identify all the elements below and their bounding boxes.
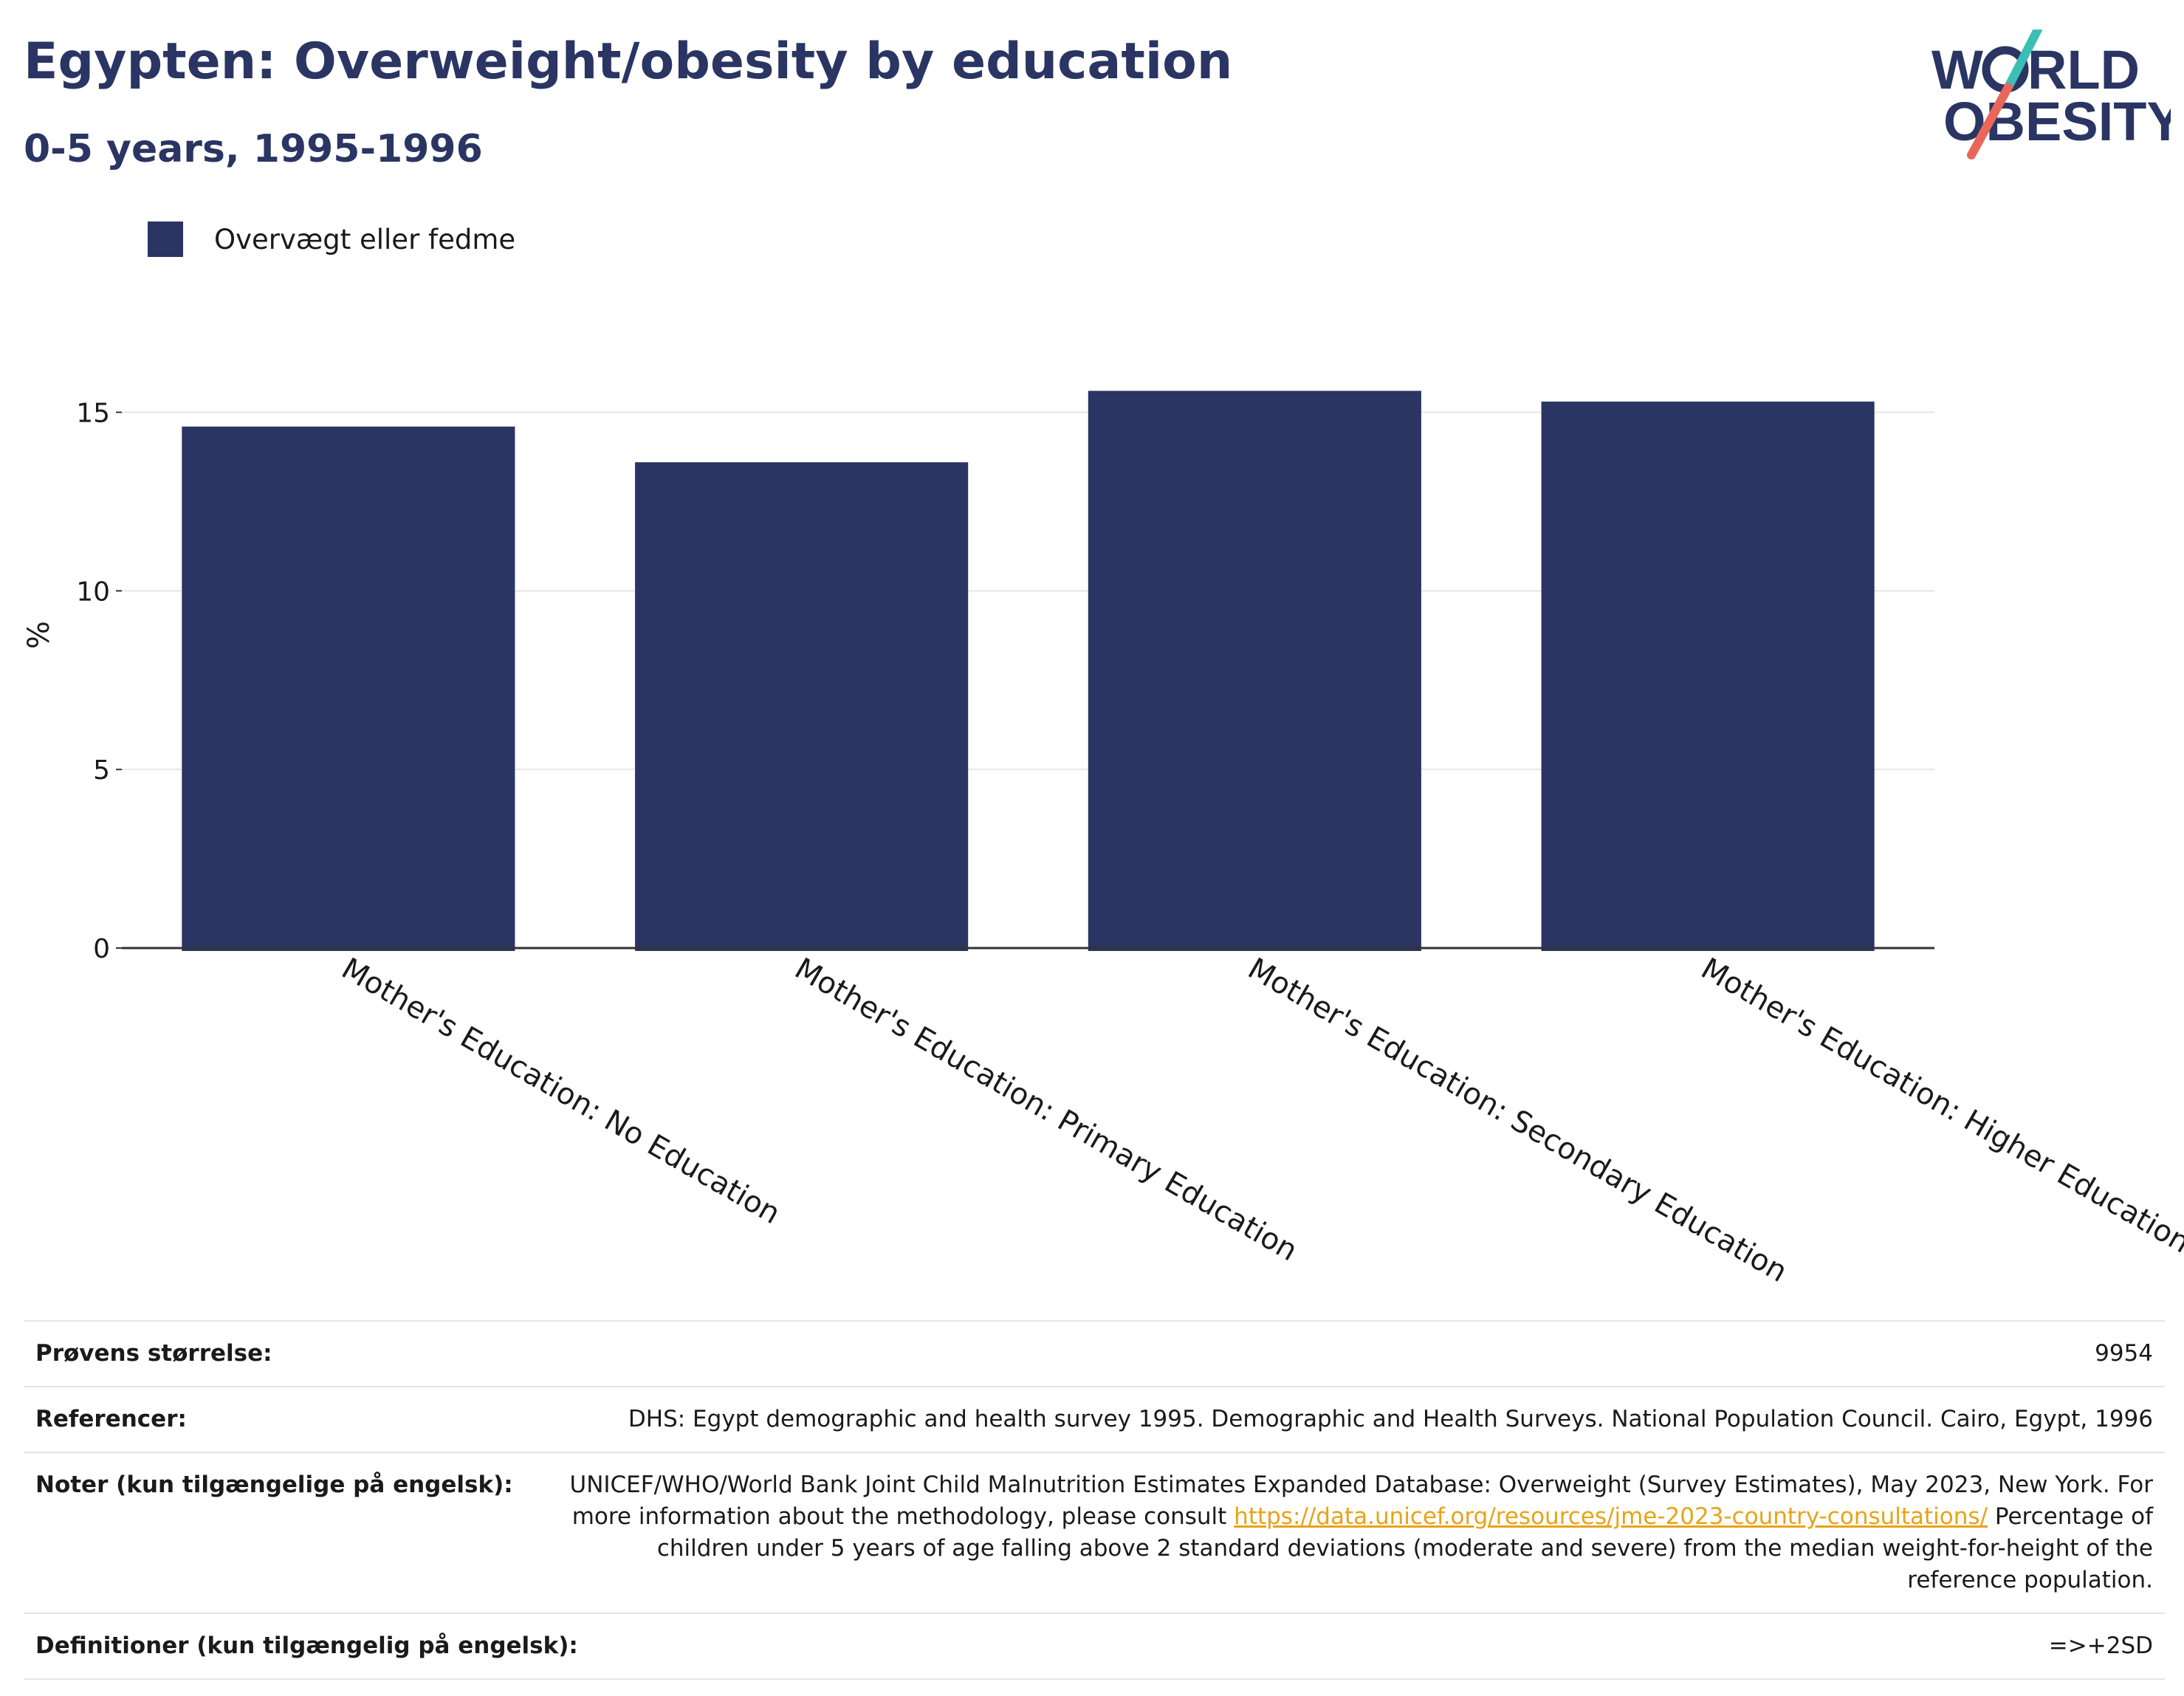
sample-size-value: 9954: [2095, 1340, 2153, 1367]
references-label: Referencer:: [35, 1406, 187, 1432]
definitions-label: Definitioner (kun tilgængelig på engelsk…: [35, 1633, 578, 1659]
bar: [182, 426, 515, 951]
logo-rld: RLD: [2027, 39, 2140, 100]
notes-value: UNICEF/WHO/World Bank Joint Child Malnut…: [543, 1469, 2154, 1596]
legend-label: Overvægt eller fedme: [214, 223, 516, 255]
x-tick-label: Mother's Education: Higher Education: [1695, 952, 2184, 1260]
bar: [635, 462, 969, 951]
notes-text-1: UNICEF/WHO/World Bank Joint Child Malnut…: [569, 1472, 2154, 1530]
notes-row: Noter (kun tilgængelige på engelsk): UNI…: [24, 1452, 2165, 1613]
world-obesity-logo: W RLD OBESITY: [1931, 30, 2171, 159]
chart-title: Egypten: Overweight/obesity by education: [24, 32, 1233, 91]
y-axis-label: %: [22, 621, 56, 649]
notes-label: Noter (kun tilgængelige på engelsk):: [35, 1472, 513, 1498]
definitions-value: =>+2SD: [2048, 1633, 2153, 1659]
legend[interactable]: Overvægt eller fedme: [148, 219, 515, 260]
info-table: Prøvens størrelse: 9954 Referencer: DHS:…: [24, 1320, 2165, 1680]
sample-size-row: Prøvens størrelse: 9954: [24, 1320, 2165, 1386]
references-value: DHS: Egypt demographic and health survey…: [628, 1406, 2153, 1432]
bar: [1088, 391, 1421, 951]
sample-size-label: Prøvens størrelse:: [35, 1340, 272, 1367]
y-tick-label: 10: [76, 577, 110, 607]
logo-slash-top: [2004, 30, 2042, 92]
x-tick-label: Mother's Education: Primary Education: [789, 952, 1303, 1268]
chart-subtitle: 0-5 years, 1995-1996: [24, 127, 483, 171]
logo-slash-bottom: [1967, 83, 2013, 159]
y-tick-label: 0: [93, 934, 110, 964]
notes-link[interactable]: https://data.unicef.org/resources/jme-20…: [1234, 1503, 1988, 1530]
x-tick-label: Mother's Education: Secondary Education: [1242, 952, 1793, 1289]
y-tick-label: 15: [76, 398, 110, 428]
y-tick-label: 5: [93, 755, 110, 786]
bars: [182, 391, 1875, 951]
bar: [1541, 401, 1875, 951]
x-tick-label: Mother's Education: No Education: [336, 952, 786, 1231]
notes-text-2: Percentage of children under 5 years of …: [656, 1503, 2153, 1593]
references-row: Referencer: DHS: Egypt demographic and h…: [24, 1386, 2165, 1452]
legend-swatch: [148, 222, 183, 257]
logo-w: W: [1931, 39, 1983, 100]
definitions-row: Definitioner (kun tilgængelig på engelsk…: [24, 1613, 2165, 1680]
